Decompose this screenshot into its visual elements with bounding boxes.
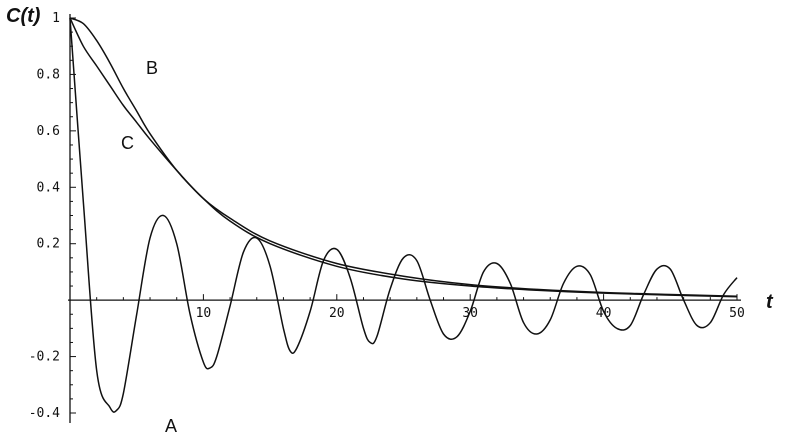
y-ticks: -0.4 -0.2 0.2 0.4 0.6 0.8 1 [29, 11, 76, 421]
x-ticks: 10 20 30 40 50 [96, 294, 745, 321]
series-line-b [69, 17, 738, 298]
x-axis-title: t [766, 291, 774, 313]
x-tick-label: 10 [196, 306, 212, 321]
axes [68, 14, 741, 423]
y-tick-label: -0.4 [29, 406, 60, 421]
x-tick-label: 40 [596, 306, 612, 321]
curve-label-a: A [165, 416, 177, 435]
series-line-a [69, 17, 738, 413]
x-tick-label: 20 [329, 306, 345, 321]
y-tick-label: 0.2 [37, 237, 60, 252]
y-tick-label: -0.2 [29, 350, 60, 365]
series-line-c [69, 17, 738, 297]
x-tick-label: 50 [729, 306, 745, 321]
y-tick-label: 1 [52, 11, 60, 26]
x-tick-label: 30 [462, 306, 478, 321]
y-tick-label: 0.8 [37, 67, 60, 82]
curve-label-b: B [146, 58, 158, 78]
y-axis-title: C(t) [6, 5, 41, 27]
series-layer [69, 17, 738, 413]
y-tick-label: 0.6 [37, 124, 60, 139]
curve-label-c: C [121, 133, 134, 153]
y-tick-label: 0.4 [37, 180, 61, 195]
